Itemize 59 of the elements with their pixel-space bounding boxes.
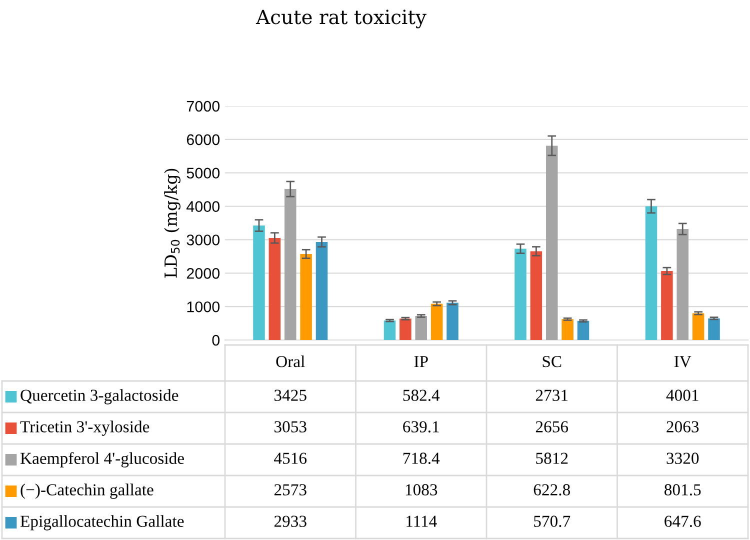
bar — [530, 251, 542, 340]
legend-label: Kaempferol 4'-glucoside — [20, 452, 184, 468]
bar — [430, 304, 443, 340]
bar — [562, 319, 574, 340]
data-label: 622.8 — [534, 484, 570, 496]
legend-label: (−)-Catechin gallate — [20, 484, 154, 499]
data-label: 718.4 — [403, 452, 440, 464]
bar — [676, 229, 689, 340]
bar — [316, 242, 328, 340]
legend-label: Tricetin 3'-xyloside — [20, 420, 150, 436]
y-tick-label: 7000 — [186, 100, 220, 112]
y-tick-label: 6000 — [186, 134, 220, 146]
bar — [514, 248, 526, 340]
legend-label: Epigallocatechin Gallate — [20, 515, 184, 530]
data-label: 2063 — [666, 421, 699, 432]
bar — [546, 146, 558, 340]
data-label: 1114 — [406, 516, 437, 527]
data-label: 582.4 — [403, 390, 440, 401]
y-tick-label: 0 — [212, 334, 220, 346]
data-label: 570.7 — [534, 516, 570, 527]
x-tick-label: SC — [542, 356, 562, 368]
data-label: 2731 — [536, 390, 568, 401]
data-label: 3053 — [274, 421, 306, 432]
legend-label: Quercetin 3-galactoside — [20, 389, 178, 404]
bar — [446, 302, 458, 340]
y-axis-title: LD$_{50}$ (mg/kg) — [164, 168, 180, 278]
data-label: 2933 — [274, 516, 306, 527]
data-label: 4001 — [666, 390, 698, 401]
data-label: 801.5 — [664, 484, 701, 496]
bar — [661, 271, 673, 340]
bar — [284, 189, 296, 340]
bar — [415, 316, 428, 340]
bar — [384, 320, 396, 340]
data-label: 3425 — [274, 390, 306, 401]
bar — [253, 226, 265, 340]
bar — [300, 254, 312, 340]
bar — [708, 318, 720, 340]
data-label: 1083 — [406, 484, 438, 496]
bar — [577, 320, 590, 340]
y-tick-label: 1000 — [187, 301, 220, 312]
data-label: 3320 — [666, 452, 699, 464]
x-tick-label: IP — [414, 356, 428, 368]
bar — [645, 206, 658, 340]
data-label: 4516 — [274, 452, 307, 464]
bar — [400, 318, 412, 340]
chart-title: Acute rat toxicity — [256, 10, 426, 28]
y-tick-label: 4000 — [186, 201, 220, 212]
data-label: 647.6 — [664, 516, 701, 527]
bar — [692, 313, 704, 340]
x-tick-label: Oral — [276, 355, 305, 368]
data-label: 639.1 — [403, 421, 439, 432]
y-tick-label: 3000 — [186, 234, 220, 246]
x-tick-label: IV — [674, 356, 692, 368]
data-label: 2573 — [274, 484, 306, 496]
data-label: 2656 — [536, 421, 568, 432]
y-tick-label: 2000 — [186, 268, 220, 279]
data-label: 5812 — [536, 452, 568, 464]
y-tick-label: 5000 — [186, 168, 220, 179]
bar — [268, 238, 281, 340]
